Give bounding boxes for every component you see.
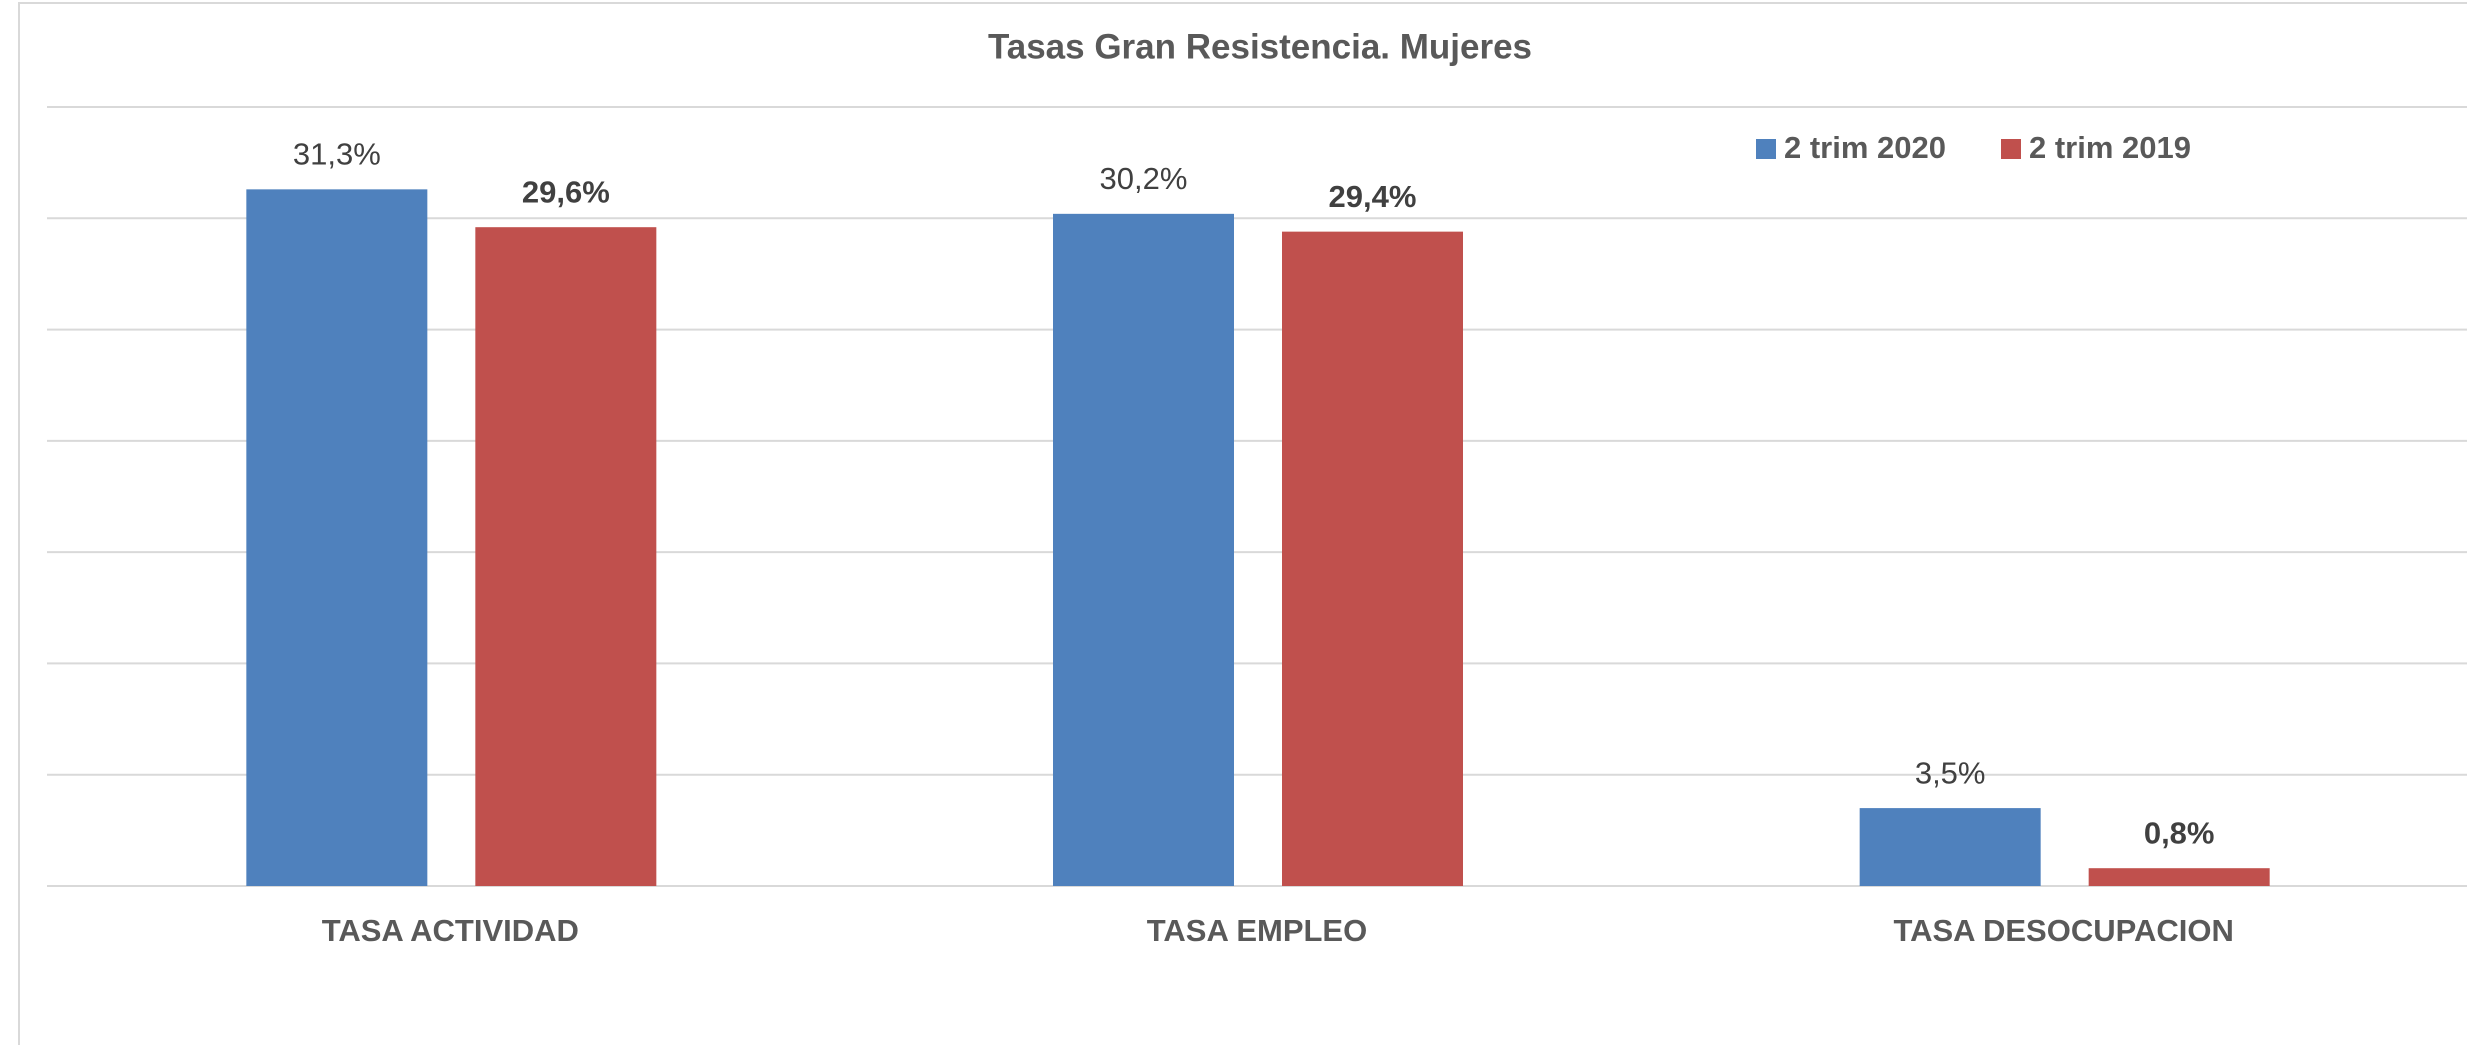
chart-border [18, 2, 2467, 1045]
bar [246, 189, 428, 886]
bar [2088, 868, 2270, 886]
x-tick-label: TASA EMPLEO [1147, 913, 1367, 948]
chart-title: Tasas Gran Resistencia. Mujeres [988, 27, 1532, 66]
legend-label: 2 trim 2020 [1784, 130, 1946, 165]
x-tick-label: TASA ACTIVIDAD [322, 913, 579, 948]
legend-swatch [2001, 139, 2021, 159]
value-label: 0,8% [2144, 815, 2215, 850]
bar [1282, 231, 1463, 886]
bar [475, 227, 657, 886]
legend-swatch [1756, 139, 1776, 159]
value-label: 30,2% [1100, 161, 1188, 196]
x-tick-label: TASA DESOCUPACION [1893, 913, 2233, 948]
value-label: 3,5% [1915, 755, 1986, 790]
value-label: 29,6% [522, 174, 610, 209]
value-label: 29,4% [1329, 179, 1417, 214]
legend-label: 2 trim 2019 [2029, 130, 2191, 165]
bar [1859, 808, 2041, 886]
bar [1053, 213, 1234, 886]
value-label: 31,3% [293, 137, 381, 172]
